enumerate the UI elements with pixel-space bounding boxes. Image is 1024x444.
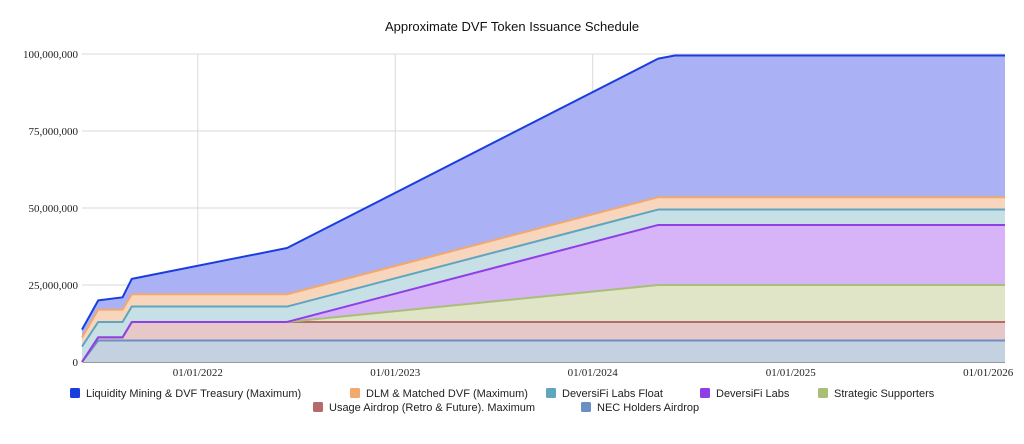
legend-item-deversifi-labs-float: DeversiFi Labs Float [546, 388, 663, 400]
area-liquidity-mining-dvf-treasury-maximum [82, 55, 1005, 338]
line-dlm-matched-dvf-maximum [81, 196, 1005, 338]
x-tick-label: 01/01/2022 [173, 367, 223, 379]
area-strategic-supporters [82, 285, 1005, 362]
legend-swatch [700, 388, 710, 398]
legend-label: Strategic Supporters [834, 388, 935, 400]
chart-title: Approximate DVF Token Issuance Schedule [385, 19, 639, 34]
series-lines [81, 54, 1005, 363]
y-tick-label: 75,000,000 [29, 126, 79, 138]
legend-label: DeversiFi Labs [716, 388, 790, 400]
legend: Liquidity Mining & DVF Treasury (Maximum… [70, 388, 935, 414]
legend-item-strategic-supporters: Strategic Supporters [818, 388, 935, 400]
line-deversifi-labs [81, 223, 1005, 363]
legend-item-usage-airdrop-retro-future-maximum: Usage Airdrop (Retro & Future). Maximum [313, 402, 535, 414]
x-tick-label: 01/01/2025 [766, 367, 817, 379]
legend-swatch [313, 402, 323, 412]
legend-label: NEC Holders Airdrop [597, 402, 699, 414]
y-tick-label: 50,000,000 [29, 203, 79, 215]
line-liquidity-mining-dvf-treasury-maximum [81, 54, 1005, 331]
legend-label: DLM & Matched DVF (Maximum) [366, 388, 528, 400]
legend-label: Liquidity Mining & DVF Treasury (Maximum… [86, 388, 301, 400]
legend-swatch [818, 388, 828, 398]
axes: 0 25,000,000 50,000,000 75,000,000 100,000,0… [23, 49, 1014, 379]
legend-item-liquidity-mining-dvf-treasury-maximum: Liquidity Mining & DVF Treasury (Maximum… [70, 388, 301, 400]
y-tick-label: 100,000,000 [23, 49, 79, 61]
area-deversifi-labs [82, 224, 1005, 362]
legend-swatch [350, 388, 360, 398]
y-tick-label: 0 [73, 357, 79, 369]
y-tick-label: 25,000,000 [29, 280, 79, 292]
line-nec-holders-airdrop [81, 339, 1005, 363]
legend-swatch [581, 402, 591, 412]
line-deversifi-labs-float [81, 208, 1005, 348]
legend-item-nec-holders-airdrop: NEC Holders Airdrop [581, 402, 699, 414]
legend-swatch [70, 388, 80, 398]
legend-item-dlm-matched-dvf-maximum: DLM & Matched DVF (Maximum) [350, 388, 528, 400]
legend-label: Usage Airdrop (Retro & Future). Maximum [329, 402, 535, 414]
area-usage-airdrop-retro-future-maximum [82, 321, 1005, 362]
area-nec-holders-airdrop [82, 340, 1005, 362]
x-tick-label: 01/01/2023 [370, 367, 421, 379]
x-tick-label: 01/01/2026 [963, 367, 1014, 379]
legend-item-deversifi-labs: DeversiFi Labs [700, 388, 790, 400]
x-tick-label: 01/01/2024 [568, 367, 619, 379]
legend-swatch [546, 388, 556, 398]
legend-label: DeversiFi Labs Float [562, 388, 663, 400]
